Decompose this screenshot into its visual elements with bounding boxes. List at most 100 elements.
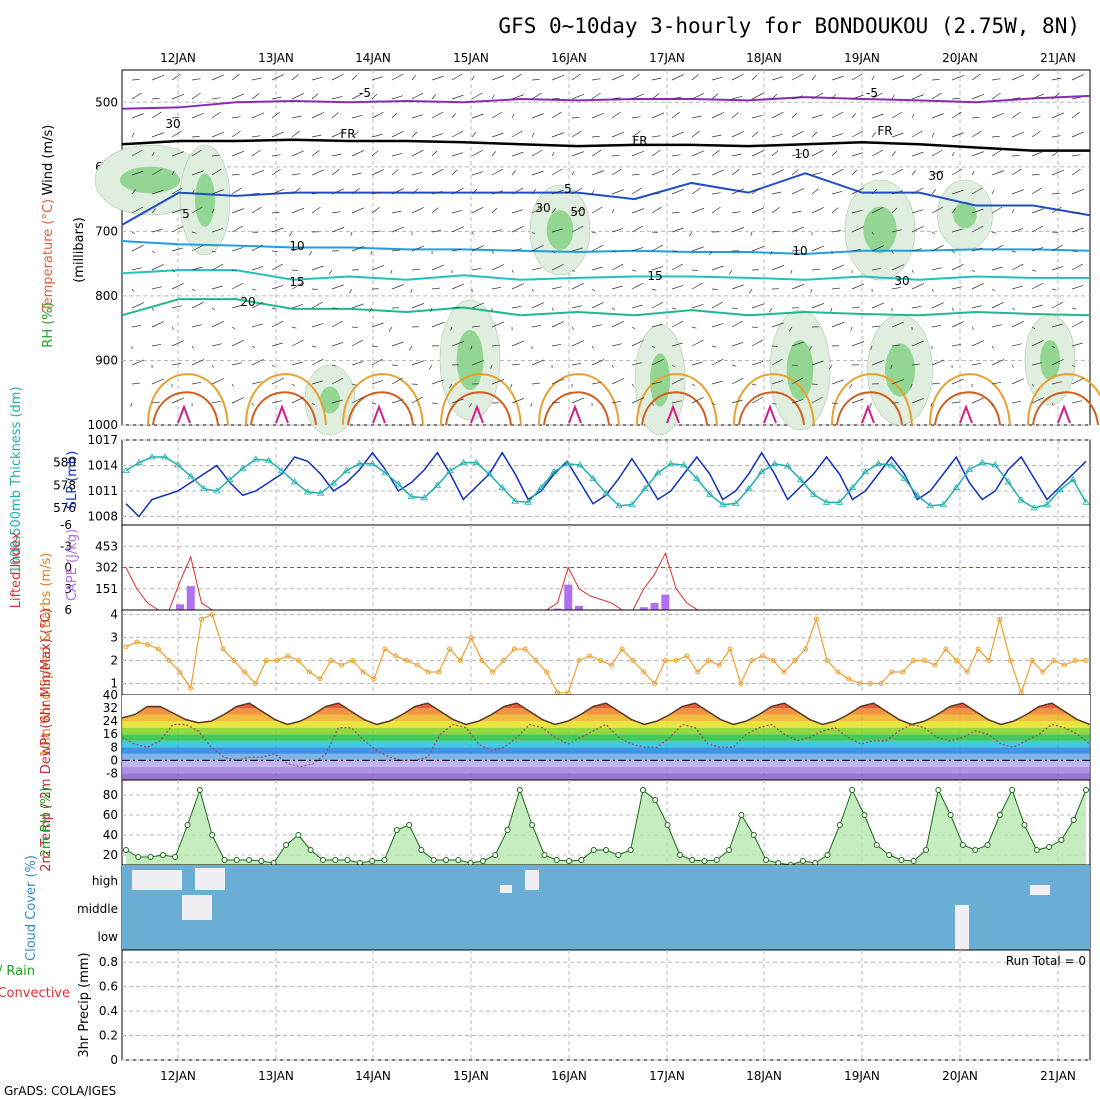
wind-barb bbox=[1011, 208, 1015, 214]
wind-barb bbox=[851, 306, 861, 309]
thickness-point bbox=[628, 500, 636, 507]
thickness-point bbox=[835, 498, 844, 505]
rh-point bbox=[639, 787, 646, 793]
thickness-point bbox=[796, 475, 805, 483]
isotherm--5 bbox=[121, 94, 1091, 110]
wind-barb bbox=[271, 212, 280, 214]
wind-barb bbox=[671, 74, 684, 81]
wind-barb bbox=[731, 342, 744, 347]
wind-barb bbox=[891, 111, 903, 119]
cape-bar bbox=[186, 586, 195, 610]
wind-barb bbox=[171, 170, 175, 176]
wind-barb bbox=[951, 98, 960, 100]
wind-barb bbox=[531, 231, 536, 235]
rh-point bbox=[947, 812, 954, 818]
wind-barb bbox=[771, 133, 783, 138]
temp-color-band bbox=[122, 773, 1090, 780]
wind-barb bbox=[830, 307, 833, 312]
wind-barb bbox=[131, 324, 142, 328]
rh-point bbox=[1021, 822, 1028, 828]
boundary-layer-contour-inner bbox=[445, 391, 512, 426]
wind-barb bbox=[651, 193, 660, 195]
wind-barb bbox=[211, 74, 225, 81]
wind-barb bbox=[848, 383, 853, 389]
thickness-point bbox=[187, 472, 195, 479]
wind-barb bbox=[1031, 362, 1042, 366]
wind-barb bbox=[911, 113, 915, 119]
rh-point bbox=[209, 832, 216, 838]
rh-point bbox=[799, 858, 806, 864]
wind-speed-point bbox=[425, 669, 431, 675]
wind-barb bbox=[911, 209, 924, 214]
wind-barb bbox=[431, 207, 439, 214]
wind-barb bbox=[1051, 244, 1063, 252]
wind-barb bbox=[691, 361, 703, 366]
wind-barb bbox=[371, 322, 384, 328]
wind-barb bbox=[711, 206, 721, 214]
wind-barb bbox=[411, 131, 418, 138]
rh-shading-core bbox=[953, 201, 977, 229]
wind-barb bbox=[691, 397, 704, 404]
boundary-layer-contour-inner bbox=[250, 391, 317, 426]
wind-barb bbox=[231, 116, 241, 119]
wind-barb bbox=[791, 152, 803, 157]
wind-barb bbox=[911, 130, 923, 138]
wind-barb bbox=[431, 190, 443, 195]
thickness-point bbox=[861, 467, 870, 475]
wind-speed-point bbox=[641, 669, 647, 675]
rh-point bbox=[172, 854, 179, 860]
cape-bar bbox=[661, 594, 670, 610]
wind-barb bbox=[631, 269, 637, 272]
wind-barb bbox=[631, 383, 634, 387]
li-tick-label: -3 bbox=[60, 539, 72, 553]
surface-contour bbox=[275, 404, 289, 424]
wind-barb bbox=[471, 245, 485, 252]
rh-point bbox=[135, 854, 142, 860]
wind-barb bbox=[951, 189, 964, 195]
contour-label: -5 bbox=[866, 86, 878, 100]
wind-barb bbox=[231, 383, 234, 387]
rh-point bbox=[578, 857, 585, 863]
wind-barb bbox=[631, 282, 644, 290]
wind-barb bbox=[971, 93, 985, 100]
temp-tick-label: 24 bbox=[103, 714, 118, 728]
wind-barb bbox=[651, 112, 665, 119]
wind-barb bbox=[131, 79, 140, 81]
wind-speed-point bbox=[846, 676, 852, 682]
wind-barb bbox=[611, 343, 622, 347]
top-date-tick: 21JAN bbox=[1040, 51, 1076, 65]
wind-speed-point bbox=[921, 658, 927, 664]
wind-barb bbox=[191, 170, 204, 176]
wind-barb bbox=[571, 305, 582, 309]
wind-barb bbox=[931, 302, 945, 309]
wind-barb bbox=[851, 73, 863, 81]
wind-barb bbox=[1051, 135, 1061, 138]
wind-barb bbox=[291, 74, 299, 81]
wind-barb bbox=[331, 284, 344, 290]
wind-barb bbox=[211, 307, 216, 311]
wind-barb bbox=[1071, 285, 1084, 290]
wind-barb bbox=[431, 133, 444, 138]
wind-barb bbox=[351, 131, 359, 138]
wind-barb bbox=[791, 188, 804, 195]
wind-barb bbox=[731, 73, 744, 81]
top-date-tick: 16JAN bbox=[551, 51, 587, 65]
wind-barb bbox=[651, 345, 656, 349]
wind-barb bbox=[731, 153, 742, 157]
wind-speed-point bbox=[598, 658, 604, 664]
wind-barb bbox=[931, 189, 936, 195]
wind-barb bbox=[271, 285, 284, 290]
wind-speed-point bbox=[964, 669, 970, 675]
wind-speed-point bbox=[544, 669, 550, 675]
wind-barb bbox=[191, 92, 201, 100]
wind-barb bbox=[211, 250, 217, 253]
wind-barb bbox=[231, 130, 241, 138]
wind-barb bbox=[388, 326, 393, 332]
wind-barb bbox=[491, 75, 504, 81]
wind-barb bbox=[271, 188, 285, 195]
bottom-date-tick: 18JAN bbox=[746, 1069, 782, 1083]
wind-barb bbox=[191, 189, 195, 195]
wind-barb bbox=[491, 168, 504, 176]
wind-barb bbox=[191, 112, 205, 119]
wind-barb bbox=[351, 303, 364, 309]
